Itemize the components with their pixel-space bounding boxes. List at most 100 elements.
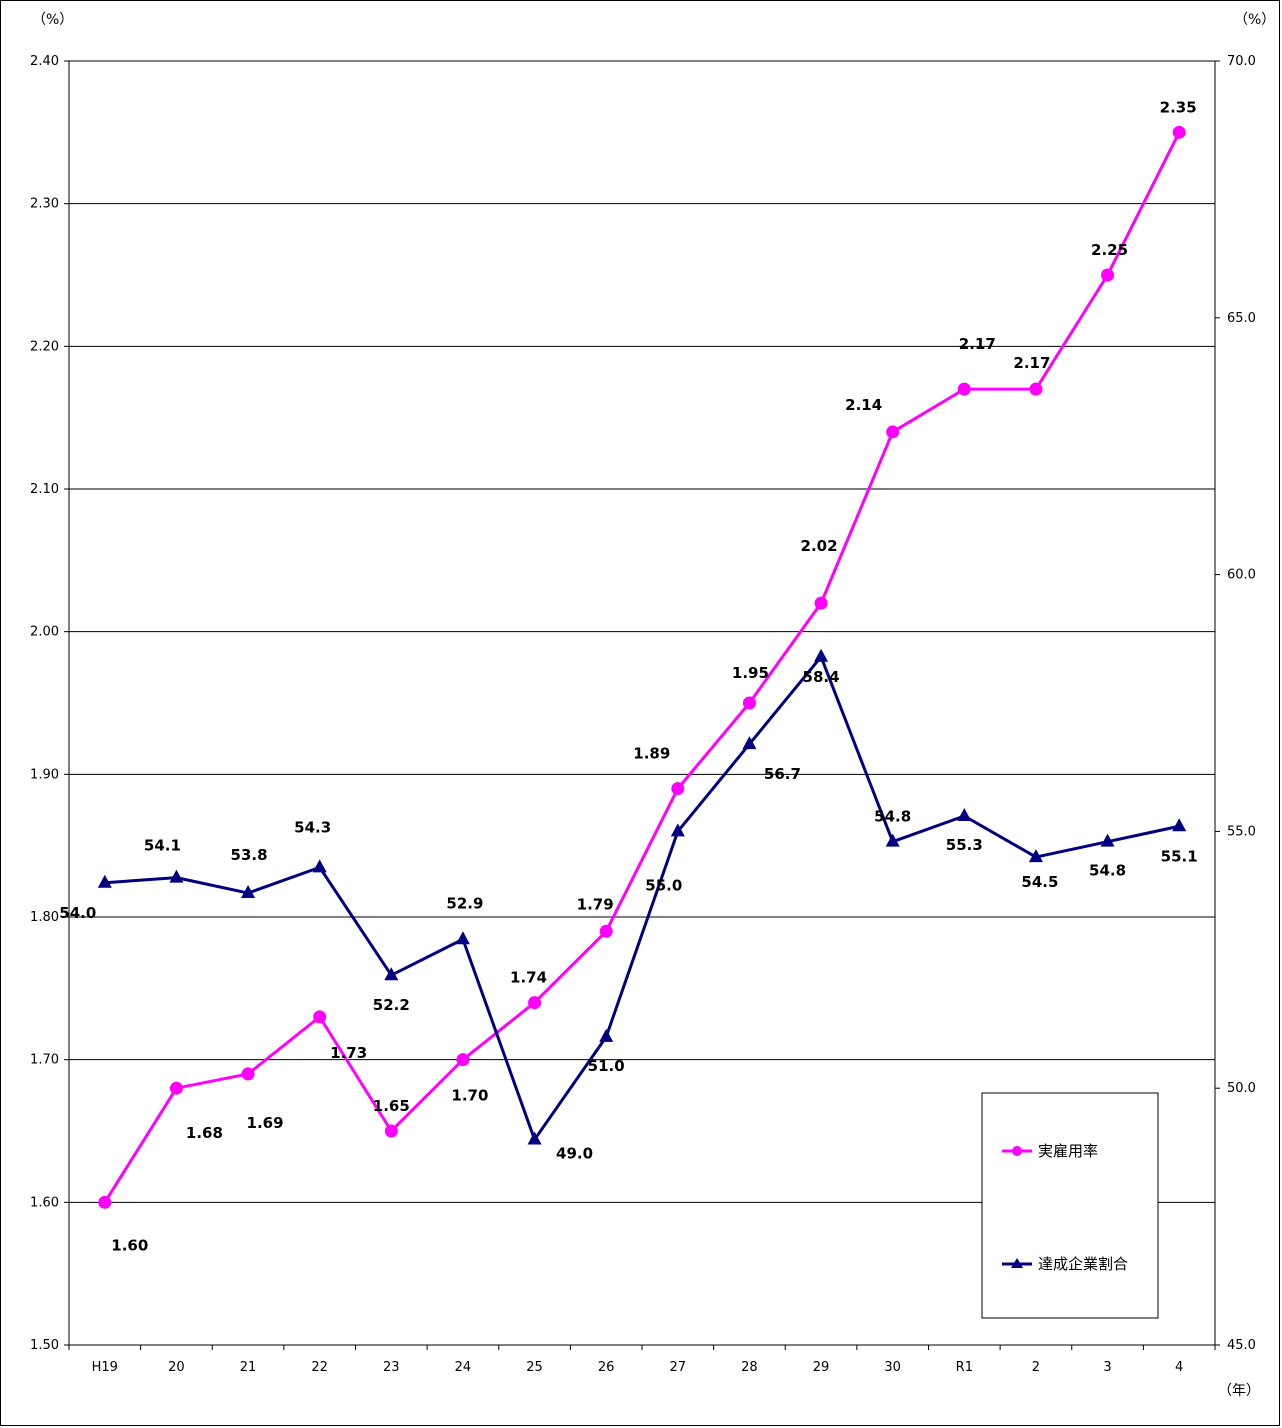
data-point-rate: [313, 1010, 327, 1024]
data-point-rate: [1029, 382, 1043, 396]
x-tick-label: 2: [1032, 1360, 1040, 1375]
data-labels: 1.60 1.68 1.69 1.73 1.65 1.70 1.74 1.79 1.89 1.95…: [59, 98, 1197, 1254]
axes: 1.50 1.60 1.70 1.80 1.90 2.00 2.10 2.20 2.30 2.40…: [30, 54, 1256, 1375]
data-label-rate: 1.73: [330, 1044, 367, 1062]
data-label-rate: 1.68: [186, 1124, 223, 1142]
data-point-rate: [742, 696, 756, 710]
series-line-achieve: [104, 655, 1180, 1142]
legend-label-achieve: 達成企業割合: [1038, 1255, 1128, 1273]
data-label-achieve: 53.8: [231, 846, 268, 864]
data-point-achieve: [241, 885, 256, 899]
series-line-rate: [103, 131, 1181, 1204]
data-label-rate: 1.89: [633, 745, 670, 763]
x-tick-label: 24: [455, 1360, 472, 1375]
right-tick-label: 45.0: [1227, 1338, 1256, 1353]
x-tick-label: 27: [670, 1360, 687, 1375]
data-point-achieve: [384, 967, 399, 981]
legend-marker-rate: [1012, 1146, 1022, 1156]
data-point-rate: [671, 782, 685, 796]
data-label-achieve: 52.9: [446, 894, 483, 912]
data-label-rate: 2.14: [845, 396, 882, 414]
right-tick-label: 50.0: [1227, 1081, 1256, 1096]
data-label-rate: 1.69: [247, 1114, 284, 1132]
data-label-achieve: 54.3: [294, 818, 331, 836]
data-point-achieve: [742, 736, 757, 750]
x-tick-label: 21: [240, 1360, 257, 1375]
data-label-achieve: 54.8: [1089, 862, 1126, 880]
left-tick-label: 2.10: [30, 482, 59, 497]
x-tick-label: H19: [92, 1360, 118, 1375]
right-tick-label: 55.0: [1227, 824, 1256, 839]
data-label-achieve: 54.1: [144, 837, 181, 855]
data-point-rate: [98, 1195, 112, 1209]
data-point-rate: [814, 596, 828, 610]
data-label-achieve: 54.5: [1021, 873, 1058, 891]
data-label-rate: 1.74: [510, 969, 547, 987]
data-point-achieve: [1028, 849, 1043, 863]
data-label-rate: 2.25: [1091, 241, 1128, 259]
data-label-rate: 2.17: [1013, 354, 1050, 372]
data-label-achieve: 58.4: [803, 668, 840, 686]
data-label-achieve: 55.1: [1161, 847, 1198, 865]
x-tick-label: 23: [383, 1360, 400, 1375]
data-point-achieve: [455, 931, 470, 945]
data-label-rate: 2.02: [801, 537, 838, 555]
data-point-achieve: [599, 1028, 614, 1042]
data-point-achieve: [527, 1131, 542, 1145]
data-label-rate: 1.60: [111, 1236, 148, 1254]
data-point-achieve: [97, 874, 112, 888]
data-point-rate: [384, 1124, 398, 1138]
data-label-achieve: 56.7: [764, 765, 801, 783]
data-label-rate: 2.17: [959, 335, 996, 353]
x-tick-label: 30: [884, 1360, 901, 1375]
data-label-achieve: 49.0: [556, 1145, 593, 1163]
left-tick-label: 1.80: [30, 910, 59, 925]
data-label-rate: 1.65: [373, 1097, 410, 1115]
right-tick-label: 60.0: [1227, 568, 1256, 583]
left-tick-label: 1.50: [30, 1338, 59, 1353]
series-group: [97, 125, 1187, 1209]
data-label-rate: 1.70: [451, 1087, 488, 1105]
data-point-achieve: [885, 833, 900, 847]
data-point-achieve: [1172, 818, 1187, 832]
data-point-rate: [1172, 125, 1186, 139]
data-point-rate: [599, 924, 613, 938]
right-tick-label: 65.0: [1227, 311, 1256, 326]
data-point-achieve: [169, 869, 184, 883]
data-point-achieve: [312, 859, 327, 873]
data-point-rate: [886, 425, 900, 439]
legend: 実雇用率 達成企業割合: [981, 1092, 1159, 1319]
data-point-achieve: [957, 807, 972, 821]
data-label-achieve: 51.0: [588, 1057, 625, 1075]
x-tick-label: 25: [526, 1360, 543, 1375]
data-point-achieve: [670, 823, 685, 837]
legend-box: [981, 1092, 1159, 1319]
data-point-rate: [241, 1067, 255, 1081]
data-point-rate: [957, 382, 971, 396]
x-tick-label: 3: [1103, 1360, 1111, 1375]
left-tick-label: 2.30: [30, 197, 59, 212]
left-tick-label: 1.60: [30, 1195, 59, 1210]
x-tick-label: 29: [813, 1360, 830, 1375]
data-label-achieve: 54.8: [874, 808, 911, 826]
left-tick-label: 2.00: [30, 625, 59, 640]
x-tick-label: 4: [1175, 1360, 1183, 1375]
data-point-rate: [1101, 268, 1115, 282]
x-tick-label: 26: [598, 1360, 615, 1375]
x-axis-unit: （年）: [1218, 1383, 1260, 1399]
data-label-rate: 1.79: [577, 895, 614, 913]
data-point-rate: [528, 996, 542, 1010]
data-point-achieve: [1100, 833, 1115, 847]
gridlines: [69, 60, 1215, 1203]
legend-marker-achieve: [1011, 1258, 1023, 1268]
data-point-rate: [456, 1053, 470, 1067]
data-label-rate: 2.35: [1160, 98, 1197, 116]
data-label-achieve: 55.0: [645, 876, 682, 894]
legend-label-rate: 実雇用率: [1038, 1142, 1098, 1160]
x-tick-label: 22: [311, 1360, 328, 1375]
x-tick-label: R1: [956, 1360, 973, 1375]
x-tick-label: 20: [168, 1360, 185, 1375]
left-tick-label: 2.20: [30, 339, 59, 354]
